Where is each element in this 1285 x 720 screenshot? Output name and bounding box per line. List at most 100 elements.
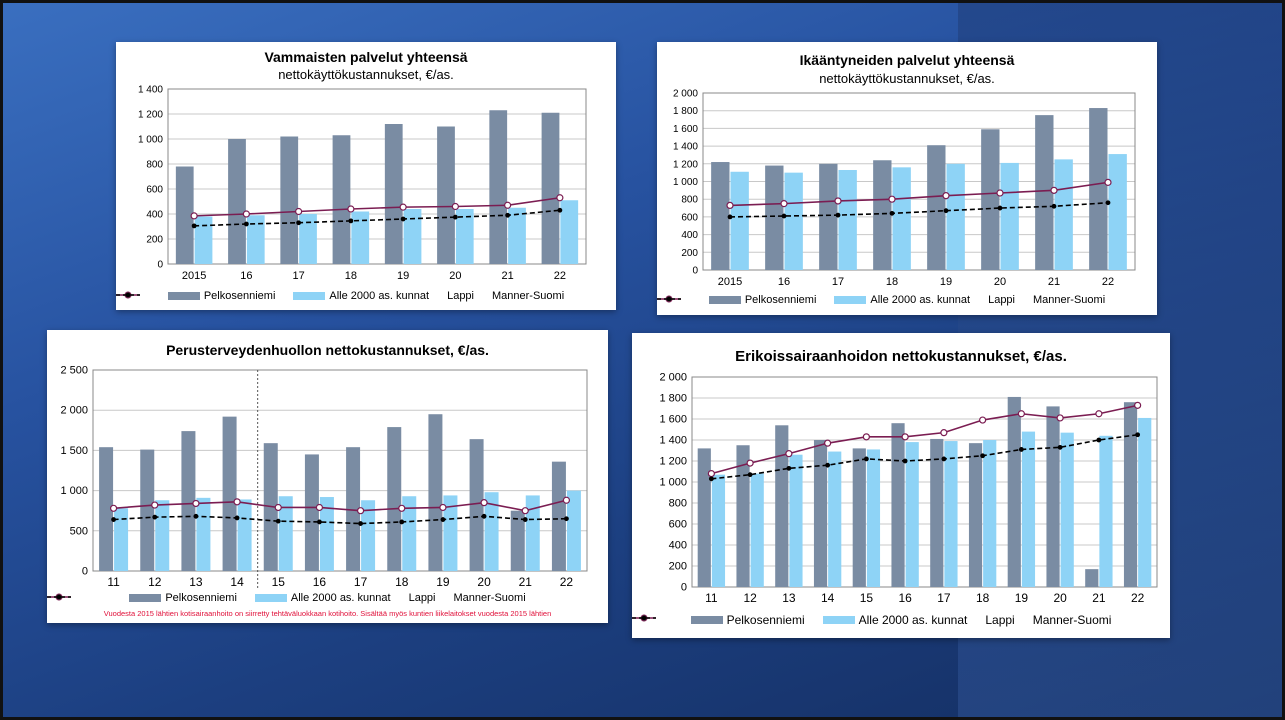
legend-label: Manner-Suomi xyxy=(1032,613,1112,627)
plot-area xyxy=(702,92,1136,271)
bar-pelkosenniemi xyxy=(222,416,237,571)
legend-label: Manner-Suomi xyxy=(1033,294,1106,306)
legend-label: Pelkosenniemi xyxy=(203,290,276,302)
bar-alle2000 xyxy=(944,441,958,587)
legend-swatch xyxy=(632,615,656,621)
x-tick-label: 16 xyxy=(240,270,252,282)
bar-alle2000 xyxy=(455,209,474,264)
chart-title: Erikoissairaanhoidon nettokustannukset, … xyxy=(735,348,1067,365)
bar-alle2000 xyxy=(246,215,265,264)
y-tick-label: 1 200 xyxy=(673,159,698,170)
y-tick-label: 1 600 xyxy=(659,414,687,426)
x-tick-label: 21 xyxy=(519,575,533,589)
legend-item-pelkosenniemi: Pelkosenniemi xyxy=(167,290,276,302)
x-tick-label: 21 xyxy=(1092,591,1106,605)
point-manner-suomi xyxy=(997,205,1003,211)
bar-alle2000 xyxy=(1000,162,1019,270)
point-lappi xyxy=(504,201,512,209)
plot-area xyxy=(691,376,1158,588)
bar-pelkosenniemi xyxy=(469,439,484,571)
x-tick-label: 19 xyxy=(436,575,450,589)
bar-alle2000 xyxy=(194,216,213,264)
legend-item-alle2000: Alle 2000 as. kunnat xyxy=(254,592,391,604)
bar-alle2000 xyxy=(443,495,458,571)
y-tick-label: 200 xyxy=(681,248,698,259)
bar-alle2000 xyxy=(525,495,540,571)
point-manner-suomi xyxy=(943,208,949,214)
legend-swatch xyxy=(690,616,723,624)
x-tick-label: 12 xyxy=(148,575,162,589)
bar-pelkosenniemi xyxy=(852,448,866,587)
bar-pelkosenniemi xyxy=(775,425,789,587)
point-lappi xyxy=(1134,401,1142,409)
x-tick-label: 20 xyxy=(477,575,491,589)
legend-item-manner: Manner-Suomi xyxy=(47,592,526,604)
point-lappi xyxy=(1056,414,1064,422)
x-tick-label: 17 xyxy=(293,270,305,282)
point-lappi xyxy=(399,203,407,211)
x-tick-label: 16 xyxy=(313,575,327,589)
point-lappi xyxy=(151,501,159,509)
legend-label: Lappi xyxy=(985,613,1015,627)
y-tick-label: 1 500 xyxy=(60,445,88,457)
bar-alle2000 xyxy=(403,209,422,264)
line-manner-suomi xyxy=(194,209,560,227)
y-tick-label: 600 xyxy=(146,185,163,196)
point-lappi xyxy=(834,197,842,205)
legend-item-pelkosenniemi: Pelkosenniemi xyxy=(708,294,816,306)
point-manner-suomi xyxy=(557,207,563,213)
point-lappi xyxy=(746,459,754,467)
point-manner-suomi xyxy=(400,216,406,222)
legend-item-pelkosenniemi: Pelkosenniemi xyxy=(690,613,805,627)
chart-title: Perusterveydenhuollon nettokustannukset,… xyxy=(166,342,489,358)
point-lappi xyxy=(780,200,788,208)
legend-item-manner: Manner-Suomi xyxy=(657,294,1106,306)
legend-item-lappi: Lappi xyxy=(632,613,1015,627)
line-lappi xyxy=(711,404,1138,475)
x-tick-label: 13 xyxy=(189,575,203,589)
bar-pelkosenniemi xyxy=(891,423,905,587)
bar-pelkosenniemi xyxy=(1046,406,1060,587)
x-tick-label: 18 xyxy=(976,591,990,605)
legend-item-lappi: Lappi xyxy=(47,592,436,604)
chart-svg: 0 200 400 600 800 1 000 1 200 1 400 2015 16 17 18 19… xyxy=(138,85,587,282)
y-tick-label: 400 xyxy=(669,540,687,552)
y-tick-label: 1 200 xyxy=(659,456,687,468)
point-manner-suomi xyxy=(243,221,249,227)
point-manner-suomi xyxy=(440,517,446,522)
legend-label: Alle 2000 as. kunnat xyxy=(329,290,430,302)
legend-item-manner: Manner-Suomi xyxy=(116,290,564,302)
y-tick-label: 400 xyxy=(146,210,163,221)
point-lappi xyxy=(942,192,950,200)
point-manner-suomi xyxy=(275,518,281,524)
point-lappi xyxy=(707,470,715,478)
bar-pelkosenniemi xyxy=(387,427,402,571)
bar-pelkosenniemi xyxy=(1035,115,1054,270)
bar-alle2000 xyxy=(730,171,749,270)
bar-alle2000 xyxy=(155,500,170,571)
point-lappi xyxy=(242,210,250,218)
legend-label: Manner-Suomi xyxy=(453,592,526,604)
point-manner-suomi xyxy=(505,212,511,218)
point-manner-suomi xyxy=(522,517,528,522)
bar-alle2000 xyxy=(114,508,129,571)
point-manner-suomi xyxy=(317,519,322,525)
bar-pelkosenniemi xyxy=(927,145,946,270)
bar-alle2000 xyxy=(828,451,842,587)
point-manner-suomi xyxy=(564,516,569,522)
bar-pelkosenniemi xyxy=(428,414,443,571)
point-manner-suomi xyxy=(193,513,199,519)
x-tick-label: 2015 xyxy=(718,276,742,288)
plot-area xyxy=(92,369,588,572)
legend-item-lappi: Lappi xyxy=(116,290,474,302)
legend-item-alle2000: Alle 2000 as. kunnat xyxy=(293,290,429,302)
chart-panel-perusterveydenhuolto: Perusterveydenhuollon nettokustannukset,… xyxy=(47,330,608,623)
chart-subtitle: nettokäyttökustannukset, €/as. xyxy=(278,67,454,82)
x-tick-label: 22 xyxy=(1131,591,1145,605)
bar-alle2000 xyxy=(196,497,211,571)
chart-subtitle: nettokäyttökustannukset, €/as. xyxy=(819,71,995,86)
x-tick-label: 14 xyxy=(821,591,835,605)
bar-alle2000 xyxy=(789,454,803,587)
bar-pelkosenniemi xyxy=(551,461,566,571)
bar-pelkosenniemi xyxy=(175,166,194,264)
